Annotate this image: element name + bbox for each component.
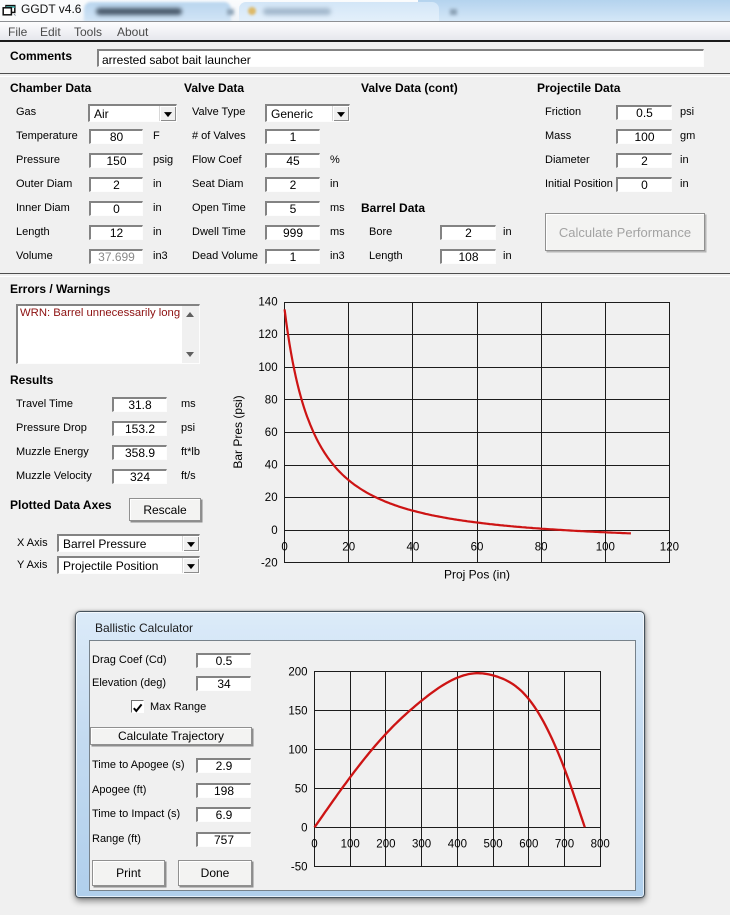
- svg-text:100: 100: [288, 744, 307, 756]
- svg-text:40: 40: [407, 541, 420, 553]
- svg-text:20: 20: [265, 492, 278, 504]
- svg-text:50: 50: [295, 783, 308, 795]
- svg-text:120: 120: [660, 541, 679, 553]
- svg-text:150: 150: [288, 705, 307, 717]
- svg-text:0: 0: [271, 525, 277, 537]
- svg-text:300: 300: [412, 838, 431, 850]
- svg-text:0: 0: [281, 541, 287, 553]
- svg-text:60: 60: [471, 541, 484, 553]
- svg-text:140: 140: [258, 297, 277, 309]
- svg-text:400: 400: [448, 838, 467, 850]
- svg-text:200: 200: [376, 838, 395, 850]
- svg-text:120: 120: [258, 329, 277, 341]
- svg-text:0: 0: [301, 822, 307, 834]
- svg-text:20: 20: [342, 541, 355, 553]
- svg-text:500: 500: [484, 838, 503, 850]
- svg-text:100: 100: [596, 541, 615, 553]
- svg-text:600: 600: [519, 838, 538, 850]
- svg-text:800: 800: [591, 838, 610, 850]
- svg-text:200: 200: [288, 666, 307, 678]
- svg-text:Bar Pres (psi): Bar Pres (psi): [231, 395, 245, 468]
- svg-text:-20: -20: [261, 557, 278, 569]
- svg-text:80: 80: [535, 541, 548, 553]
- svg-text:700: 700: [555, 838, 574, 850]
- svg-text:40: 40: [265, 460, 278, 472]
- svg-text:-50: -50: [291, 861, 308, 873]
- svg-text:100: 100: [258, 362, 277, 374]
- svg-text:80: 80: [265, 394, 278, 406]
- svg-text:0: 0: [311, 838, 317, 850]
- svg-text:Proj Pos (in): Proj Pos (in): [444, 568, 510, 582]
- svg-text:100: 100: [341, 838, 360, 850]
- svg-text:60: 60: [265, 427, 278, 439]
